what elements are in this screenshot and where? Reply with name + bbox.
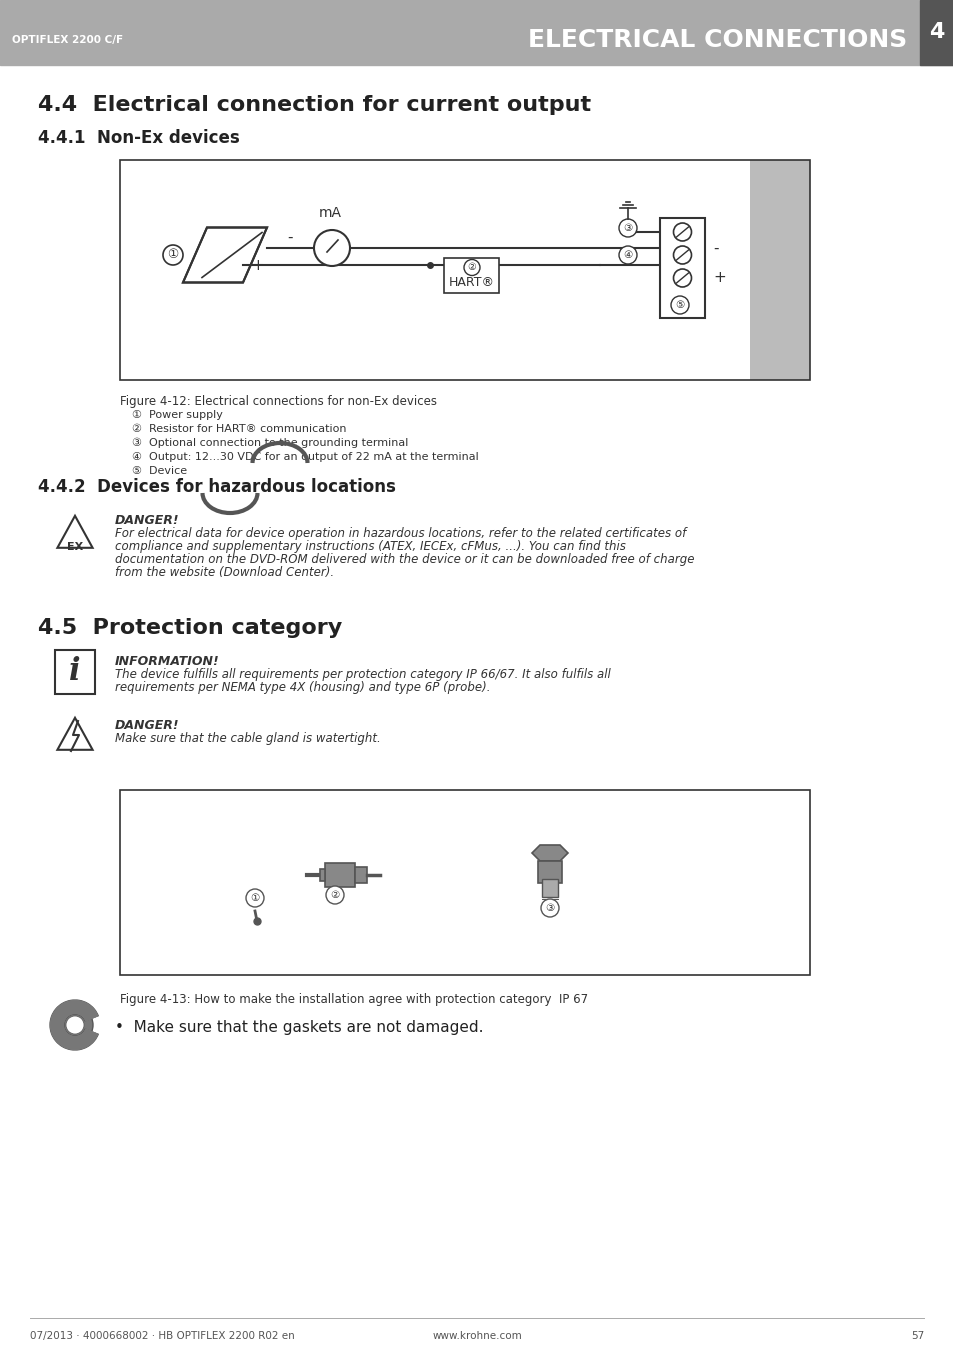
Text: 4: 4 bbox=[928, 22, 943, 42]
Text: INFORMATION!: INFORMATION! bbox=[115, 655, 219, 667]
Text: DANGER!: DANGER! bbox=[115, 719, 179, 732]
Text: EX: EX bbox=[67, 542, 83, 553]
Circle shape bbox=[463, 259, 479, 276]
Polygon shape bbox=[183, 227, 267, 282]
Text: ④  Output: 12...30 VDC for an output of 22 mA at the terminal: ④ Output: 12...30 VDC for an output of 2… bbox=[132, 453, 478, 462]
Text: ①  Power supply: ① Power supply bbox=[132, 409, 223, 420]
Bar bbox=[919, 0, 953, 65]
Text: ①: ① bbox=[250, 893, 259, 902]
Text: www.krohne.com: www.krohne.com bbox=[432, 1331, 521, 1342]
Bar bbox=[749, 159, 809, 380]
Circle shape bbox=[540, 898, 558, 917]
Circle shape bbox=[66, 1016, 84, 1034]
Text: 4.4  Electrical connection for current output: 4.4 Electrical connection for current ou… bbox=[38, 95, 591, 115]
Text: •  Make sure that the gaskets are not damaged.: • Make sure that the gaskets are not dam… bbox=[115, 1020, 483, 1035]
Polygon shape bbox=[57, 717, 92, 750]
Bar bbox=[541, 880, 558, 897]
Bar bbox=[537, 861, 561, 884]
Text: HART®: HART® bbox=[449, 277, 495, 289]
Circle shape bbox=[670, 296, 688, 313]
Bar bbox=[325, 863, 355, 888]
Text: ②: ② bbox=[330, 890, 339, 900]
Text: ELECTRICAL CONNECTIONS  4: ELECTRICAL CONNECTIONS 4 bbox=[527, 28, 941, 51]
Bar bbox=[355, 867, 367, 884]
Circle shape bbox=[618, 219, 637, 236]
Polygon shape bbox=[57, 516, 92, 547]
Text: ②: ② bbox=[467, 262, 476, 273]
Text: ①: ① bbox=[167, 249, 178, 262]
Text: requirements per NEMA type 4X (housing) and type 6P (probe).: requirements per NEMA type 4X (housing) … bbox=[115, 681, 490, 694]
Text: Figure 4-13: How to make the installation agree with protection category  IP 67: Figure 4-13: How to make the installatio… bbox=[120, 993, 587, 1006]
Text: ③: ③ bbox=[622, 223, 632, 232]
Text: from the website (Download Center).: from the website (Download Center). bbox=[115, 566, 334, 580]
Circle shape bbox=[246, 889, 264, 907]
Bar bbox=[120, 159, 809, 380]
Text: Figure 4-12: Electrical connections for non-Ex devices: Figure 4-12: Electrical connections for … bbox=[120, 394, 436, 408]
Text: DANGER!: DANGER! bbox=[115, 513, 179, 527]
Circle shape bbox=[326, 886, 344, 904]
Text: ⑤: ⑤ bbox=[675, 300, 684, 309]
Circle shape bbox=[314, 230, 350, 266]
Circle shape bbox=[618, 246, 637, 263]
Text: +: + bbox=[252, 258, 264, 273]
Text: ③: ③ bbox=[545, 902, 554, 913]
Bar bbox=[319, 869, 325, 881]
Bar bbox=[120, 790, 809, 975]
Text: -: - bbox=[712, 240, 718, 255]
Text: -: - bbox=[287, 230, 293, 245]
Text: mA: mA bbox=[318, 205, 341, 220]
Text: ②  Resistor for HART® communication: ② Resistor for HART® communication bbox=[132, 424, 346, 434]
Bar bbox=[659, 218, 704, 317]
Circle shape bbox=[673, 246, 691, 263]
Text: documentation on the DVD-ROM delivered with the device or it can be downloaded f: documentation on the DVD-ROM delivered w… bbox=[115, 553, 694, 566]
Circle shape bbox=[673, 223, 691, 240]
Text: OPTIFLEX 2200 C/F: OPTIFLEX 2200 C/F bbox=[12, 35, 123, 45]
Text: ④: ④ bbox=[622, 250, 632, 259]
Text: 07/2013 · 4000668002 · HB OPTIFLEX 2200 R02 en: 07/2013 · 4000668002 · HB OPTIFLEX 2200 … bbox=[30, 1331, 294, 1342]
Text: compliance and supplementary instructions (ATEX, IECEx, cFMus, ...). You can fin: compliance and supplementary instruction… bbox=[115, 540, 625, 553]
Bar bbox=[444, 258, 499, 293]
Text: 4.4.1  Non-Ex devices: 4.4.1 Non-Ex devices bbox=[38, 128, 239, 147]
Polygon shape bbox=[532, 844, 567, 861]
Text: 4.4.2  Devices for hazardous locations: 4.4.2 Devices for hazardous locations bbox=[38, 478, 395, 496]
Circle shape bbox=[57, 1006, 92, 1043]
Circle shape bbox=[163, 245, 183, 265]
Bar bbox=[0, 0, 953, 65]
Text: ⑤  Device: ⑤ Device bbox=[132, 466, 187, 476]
Text: i: i bbox=[70, 657, 81, 688]
Text: For electrical data for device operation in hazardous locations, refer to the re: For electrical data for device operation… bbox=[115, 527, 685, 540]
Circle shape bbox=[673, 269, 691, 286]
Text: 57: 57 bbox=[910, 1331, 923, 1342]
Text: The device fulfills all requirements per protection category IP 66/67. It also f: The device fulfills all requirements per… bbox=[115, 667, 610, 681]
Text: ③  Optional connection to the grounding terminal: ③ Optional connection to the grounding t… bbox=[132, 438, 408, 449]
Text: 4.5  Protection category: 4.5 Protection category bbox=[38, 617, 342, 638]
Text: +: + bbox=[712, 270, 725, 285]
Bar bbox=[55, 650, 95, 694]
Text: Make sure that the cable gland is watertight.: Make sure that the cable gland is watert… bbox=[115, 732, 380, 744]
